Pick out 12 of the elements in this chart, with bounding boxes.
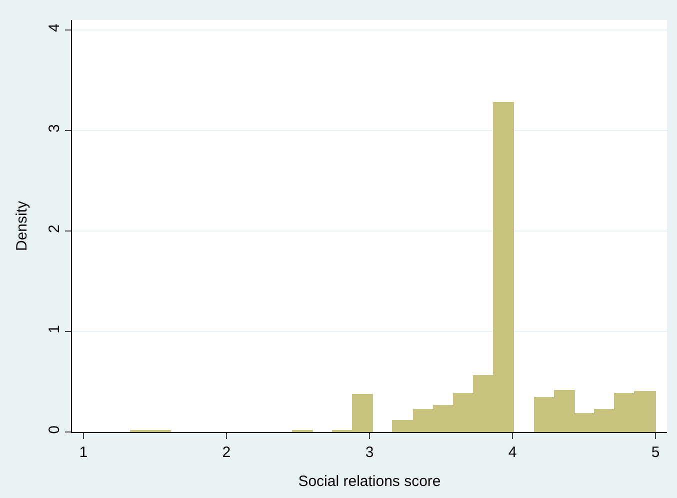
y-tick-label: 2 — [46, 224, 63, 233]
y-tick-label: 3 — [46, 124, 63, 132]
x-tick-label: 4 — [508, 444, 517, 461]
y-tick-label: 1 — [46, 325, 63, 334]
y-axis-title: Density — [13, 200, 30, 252]
y-tick-label: 4 — [46, 24, 63, 32]
x-tick-label: 2 — [222, 444, 231, 461]
x-tick-label: 1 — [79, 444, 88, 461]
x-tick-label: 3 — [365, 444, 374, 461]
x-axis-title: Social relations score — [298, 473, 441, 490]
x-tick-label: 5 — [651, 444, 660, 461]
y-tick-label: 0 — [46, 426, 63, 434]
